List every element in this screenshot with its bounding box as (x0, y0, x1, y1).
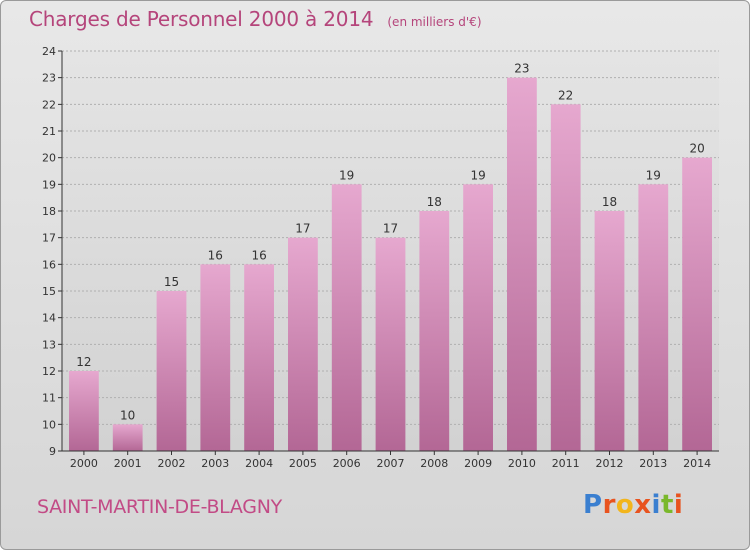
data-label: 23 (514, 62, 529, 76)
y-tick-label: 15 (42, 285, 56, 298)
logo-letter: i (673, 490, 684, 520)
proxiti-logo[interactable]: Proxiti (583, 490, 683, 520)
chart-subtitle: (en milliers d'€) (387, 15, 482, 29)
bar (331, 184, 362, 452)
x-tick-label: 2007 (377, 457, 405, 470)
y-tick-label: 19 (42, 178, 56, 191)
bar (682, 157, 712, 451)
bar (463, 184, 493, 452)
y-tick-label: 11 (42, 392, 56, 405)
x-tick-label: 2013 (639, 457, 667, 470)
y-tick-label: 12 (42, 365, 56, 378)
x-tick-label: 2003 (201, 457, 229, 470)
bar (638, 184, 669, 452)
x-tick-label: 2008 (420, 457, 448, 470)
data-label: 22 (558, 88, 573, 102)
data-label: 18 (602, 195, 617, 209)
data-label: 16 (208, 248, 223, 262)
bar (244, 264, 274, 451)
y-tick-label: 17 (42, 232, 56, 245)
bar (507, 77, 537, 452)
y-tick-label: 20 (42, 152, 56, 165)
x-tick-label: 2001 (114, 457, 142, 470)
data-label: 17 (383, 222, 398, 236)
bar (200, 264, 231, 451)
data-label: 12 (76, 355, 91, 369)
y-tick-label: 24 (42, 45, 56, 58)
data-label: 15 (164, 275, 179, 289)
data-label: 18 (427, 195, 442, 209)
bar (112, 424, 143, 451)
x-tick-label: 2011 (552, 457, 580, 470)
x-tick-label: 2002 (158, 457, 186, 470)
y-tick-label: 22 (42, 98, 56, 111)
data-label: 20 (689, 142, 704, 156)
logo-letter: r (602, 490, 616, 520)
logo-letter: o (615, 490, 635, 520)
y-tick-label: 16 (42, 258, 56, 271)
bar (156, 291, 187, 451)
data-label: 19 (339, 168, 354, 182)
data-label: 17 (295, 222, 310, 236)
x-tick-label: 2014 (683, 457, 711, 470)
y-tick-label: 10 (42, 418, 56, 431)
x-tick-label: 2010 (508, 457, 536, 470)
y-tick-label: 9 (49, 445, 56, 458)
bar (375, 237, 406, 451)
y-tick-label: 14 (42, 312, 56, 325)
data-label: 16 (251, 248, 266, 262)
x-tick-label: 2009 (464, 457, 492, 470)
data-label: 19 (646, 168, 661, 182)
logo-letter: P (583, 490, 603, 520)
data-label: 10 (120, 408, 135, 422)
bar (594, 211, 625, 451)
bar (550, 104, 581, 451)
commune-name: SAINT-MARTIN-DE-BLAGNY (37, 496, 282, 518)
x-tick-label: 2000 (70, 457, 98, 470)
x-tick-label: 2005 (289, 457, 317, 470)
title-block: Charges de Personnel 2000 à 2014 (en mill… (29, 7, 482, 31)
data-label: 19 (470, 168, 485, 182)
y-tick-label: 18 (42, 205, 56, 218)
logo-letter: t (660, 490, 674, 520)
chart-title: Charges de Personnel 2000 à 2014 (29, 7, 374, 31)
y-tick-label: 21 (42, 125, 56, 138)
bar (419, 211, 450, 451)
x-tick-label: 2012 (596, 457, 624, 470)
y-tick-label: 23 (42, 72, 56, 85)
y-tick-label: 13 (42, 338, 56, 351)
x-tick-label: 2006 (333, 457, 361, 470)
bar (288, 237, 318, 451)
x-tick-label: 2004 (245, 457, 273, 470)
logo-letter: i (651, 490, 661, 520)
bar (69, 371, 99, 451)
logo-letter: x (634, 490, 652, 520)
